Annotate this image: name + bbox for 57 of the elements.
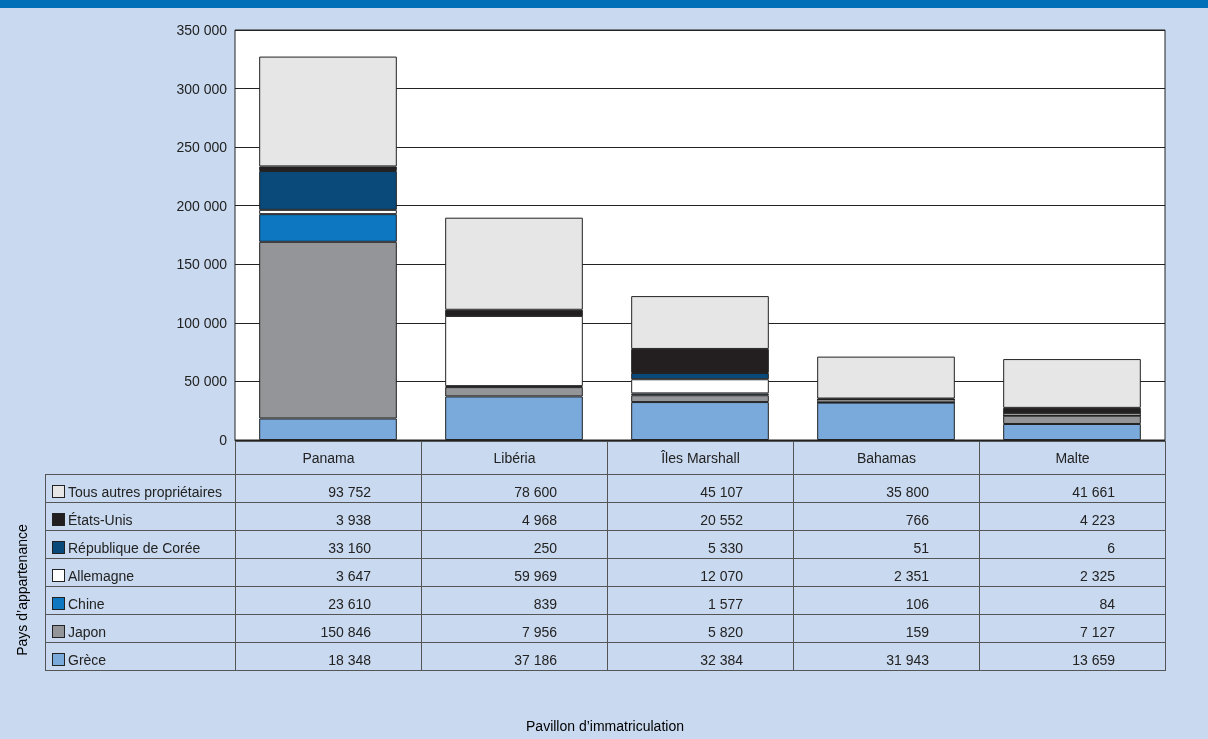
x-tick-label: Bahamas	[793, 441, 980, 475]
data-label: 5 330	[607, 530, 794, 559]
data-label: 13 659	[979, 642, 1166, 671]
legend-label: Japon	[45, 614, 236, 643]
data-label: 5 820	[607, 614, 794, 643]
data-label: 31 943	[793, 642, 980, 671]
data-label: 32 384	[607, 642, 794, 671]
data-label: 106	[793, 586, 980, 615]
data-label: 4 968	[421, 502, 608, 531]
y-tick-label: 200 000	[176, 197, 228, 214]
data-label: 3 938	[235, 502, 422, 531]
legend-label: République de Corée	[45, 530, 236, 559]
data-label: 59 969	[421, 558, 608, 587]
data-label: 766	[793, 502, 980, 531]
legend-label: Grèce	[45, 642, 236, 671]
y-tick-label: 150 000	[176, 256, 228, 273]
y-tick-label: 0	[219, 432, 228, 448]
data-label: 159	[793, 614, 980, 643]
data-label: 839	[421, 586, 608, 615]
y-tick-label: 300 000	[176, 80, 228, 97]
x-tick-label: Panama	[235, 441, 422, 475]
data-label: 2 325	[979, 558, 1166, 587]
legend-label: Chine	[45, 586, 236, 615]
data-label: 12 070	[607, 558, 794, 587]
legend-label: Tous autres propriétaires	[45, 474, 236, 503]
data-label: 37 186	[421, 642, 608, 671]
data-label: 3 647	[235, 558, 422, 587]
data-label: 250	[421, 530, 608, 559]
data-label: 6	[979, 530, 1166, 559]
data-label: 150 846	[235, 614, 422, 643]
x-tick-label: Libéria	[421, 441, 608, 475]
data-label: 1 577	[607, 586, 794, 615]
data-label: 7 956	[421, 614, 608, 643]
data-label: 45 107	[607, 474, 794, 503]
data-label: 35 800	[793, 474, 980, 503]
x-tick-label: Malte	[979, 441, 1166, 475]
data-label: 2 351	[793, 558, 980, 587]
legend-label: Allemagne	[45, 558, 236, 587]
data-label: 23 610	[235, 586, 422, 615]
text: Pays d’appartenance	[14, 524, 30, 656]
data-label: 18 348	[235, 642, 422, 671]
legend-label: États-Unis	[45, 502, 236, 531]
y-tick-label: 350 000	[176, 22, 228, 38]
data-label: 84	[979, 586, 1166, 615]
y-tick-label: 250 000	[176, 139, 228, 156]
data-label: 20 552	[607, 502, 794, 531]
y-tick-label: 100 000	[176, 314, 228, 331]
y-tick-label: 50 000	[184, 373, 228, 390]
data-label: 33 160	[235, 530, 422, 559]
data-label: 51	[793, 530, 980, 559]
data-label: 78 600	[421, 474, 608, 503]
data-label: 4 223	[979, 502, 1166, 531]
data-label: 41 661	[979, 474, 1166, 503]
data-label: 7 127	[979, 614, 1166, 643]
text: Pavillon d’immatriculation	[526, 718, 684, 734]
data-label: 93 752	[235, 474, 422, 503]
x-tick-label: Îles Marshall	[607, 441, 794, 475]
